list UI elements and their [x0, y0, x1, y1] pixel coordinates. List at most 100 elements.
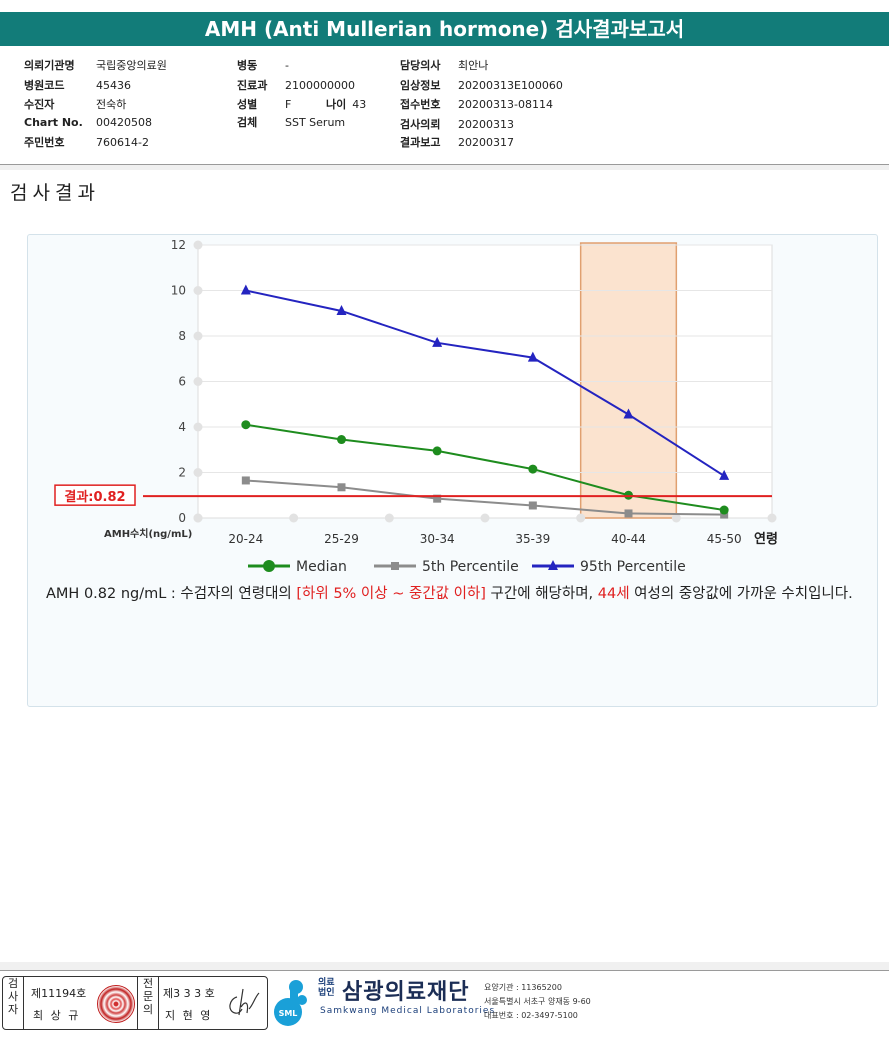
x-tick-label: 35-39: [515, 532, 550, 546]
data-point-median: [432, 446, 442, 456]
y-tick-dot: [193, 331, 203, 341]
info-chart-no: Chart No. 00420508: [24, 116, 152, 129]
x-axis-dot: [384, 513, 394, 523]
x-tick-label: 30-34: [420, 532, 455, 546]
x-axis-dot: [671, 513, 681, 523]
y-tick-label: 0: [178, 511, 186, 525]
y-tick-dot: [193, 422, 203, 432]
x-tick-label: 20-24: [228, 532, 263, 546]
examiner-license-no: 제11194호: [31, 987, 87, 1000]
specialist-signature: [229, 988, 260, 1016]
x-axis-dot: [480, 513, 490, 523]
info-patient-name: 수진자 전숙하: [24, 98, 127, 111]
info-specimen: 검체 SST Serum: [237, 116, 346, 129]
info-request-date: 검사의뢰 20200313: [400, 118, 514, 131]
info-resident-no: 주민번호 760614-2: [24, 136, 149, 149]
x-axis-suffix-label: 연령: [754, 532, 778, 547]
address: 서울특별시 서초구 양재동 9-60: [484, 997, 591, 1006]
x-axis-dot: [767, 513, 777, 523]
data-point-95th-percentile: [719, 469, 730, 480]
highlight-age-band: [579, 242, 678, 519]
legend-item-median: Median: [248, 559, 347, 575]
data-point-median: [337, 435, 346, 445]
x-tick-label: 25-29: [324, 532, 359, 546]
legend-item-5th-percentile: 5th Percentile: [374, 559, 519, 575]
data-point-95th-percentile: [336, 304, 347, 315]
series-line-median: [245, 423, 725, 512]
section-title: 검사결과: [10, 182, 100, 204]
info-clinical-info: 임상정보 20200313E100060: [400, 79, 563, 92]
info-report-date: 결과보고 20200317: [400, 136, 514, 149]
phone: 대표번호 : 02-3497-5100: [484, 1011, 578, 1020]
info-referring-institution: 의뢰기관명 국립중앙의료원: [24, 59, 167, 72]
result-summary: AMH 0.82 ng/mL : 수검자의 연령대의 [하위 5% 이상 ~ 중…: [46, 586, 853, 602]
percentile-range-highlight: [하위 5% 이상 ~ 중간값 이하]: [296, 586, 486, 602]
examiner-name: 최 상 규: [33, 1009, 81, 1022]
legend-label: Median: [296, 559, 347, 575]
y-tick-label: 10: [171, 284, 186, 298]
y-tick-label: 12: [171, 238, 186, 252]
legend-item-95th-percentile: 95th Percentile: [532, 559, 686, 575]
legend-label: 95th Percentile: [580, 559, 686, 575]
age-highlight: 44세: [597, 586, 630, 602]
examiner-seal: [97, 985, 135, 1023]
report-title: AMH (Anti Mullerian hormone) 검사결과보고서: [0, 12, 889, 46]
data-point-median: [241, 420, 251, 430]
result-panel: 0 2 4 6 8 10 12 20-24 25-29 30-34 35-39 40-44 45-50 연…: [27, 234, 878, 707]
data-point-95th-percentile: [432, 336, 443, 347]
footer-divider: [0, 962, 889, 970]
y-tick-label: 6: [178, 375, 186, 389]
institution-number: 요양기관 : 11365200: [484, 983, 562, 992]
series-line-5th-percentile: [245, 479, 725, 516]
legend-marker: [391, 562, 399, 570]
y-tick-label: 2: [178, 466, 186, 480]
data-point-5th-percentile: [241, 476, 250, 485]
data-point-median: [528, 464, 538, 474]
info-age: 나이 43: [326, 98, 367, 111]
result-label-box: [54, 484, 136, 506]
data-point-95th-percentile: [527, 351, 538, 362]
specialist-license-no: 제3 3 3 호: [163, 987, 215, 1000]
x-axis-dot: [576, 513, 586, 523]
data-point-95th-percentile: [623, 408, 634, 419]
y-tick-label: 8: [178, 329, 186, 343]
amh-chart: 0 2 4 6 8 10 12 20-24 25-29 30-34 35-39 40-44 45-50 연…: [54, 238, 778, 575]
org-name: 삼광의료재단: [342, 980, 470, 1005]
result-label: 결과:0.82: [64, 489, 125, 505]
x-axis-dot: [289, 513, 299, 523]
y-tick-dot: [193, 286, 203, 295]
org-english-name: Samkwang Medical Laboratories: [320, 1006, 496, 1016]
data-point-5th-percentile: [337, 483, 346, 492]
data-point-5th-percentile: [433, 494, 442, 503]
info-attending-doctor: 담당의사 최안나: [400, 59, 489, 72]
legend-label: 5th Percentile: [422, 559, 519, 575]
x-axis-dot: [193, 513, 203, 523]
data-point-95th-percentile: [240, 284, 251, 295]
patient-info-panel: 의뢰기관명 국립중앙의료원 병원코드 45436 수진자 전숙하 Chart No. 0…: [0, 50, 889, 165]
y-tick-dot: [193, 377, 203, 386]
y-tick-dot: [193, 468, 203, 477]
info-sex: 성별 F: [237, 98, 292, 111]
data-point-median: [719, 505, 729, 515]
section-divider: [0, 165, 889, 170]
logo-text: SML: [279, 1009, 298, 1018]
x-tick-label: 40-44: [611, 532, 646, 546]
y-tick-dot: [193, 240, 203, 250]
y-tick-label: 4: [178, 420, 186, 434]
legend-marker: [548, 560, 558, 570]
data-point-5th-percentile: [528, 501, 537, 510]
data-point-5th-percentile: [624, 509, 633, 518]
specialist-name: 지 현 영: [165, 1009, 213, 1022]
data-point-5th-percentile: [720, 510, 729, 519]
legend-marker: [263, 560, 275, 572]
y-axis-label: AMH수치(ng/mL): [104, 527, 192, 540]
series-line-95th-percentile: [245, 289, 725, 477]
info-ward: 병동 -: [237, 59, 289, 72]
info-receipt-no: 접수번호 20200313-08114: [400, 98, 553, 111]
info-department: 진료과 2100000000: [237, 79, 355, 92]
sml-logo-icon: SML: [274, 980, 307, 1026]
info-hospital-code: 병원코드 45436: [24, 79, 131, 92]
